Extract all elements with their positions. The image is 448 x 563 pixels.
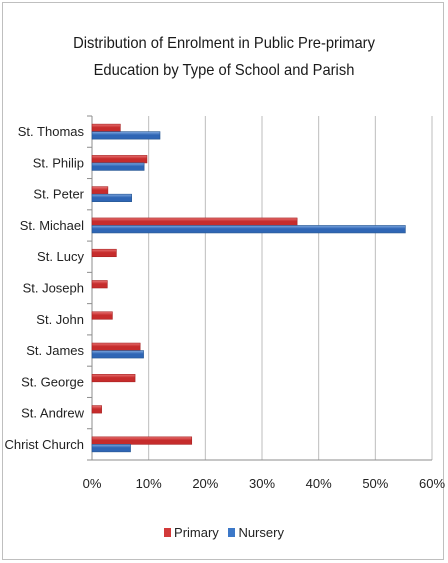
y-category-label: St. Andrew — [21, 406, 84, 421]
bar-nursery — [91, 444, 131, 453]
bar-nursery — [91, 162, 145, 171]
x-tick-label: 30% — [249, 476, 275, 491]
legend-item-primary: Primary — [164, 525, 219, 540]
bar-primary — [91, 280, 108, 289]
bar-nursery — [91, 225, 406, 234]
bar-primary — [91, 155, 148, 164]
y-category-label: St. Thomas — [18, 124, 85, 139]
chart-title: Distribution of Enrolment in Public Pre-… — [18, 30, 430, 84]
bar-nursery — [91, 131, 161, 140]
bar-primary — [91, 374, 136, 383]
legend-label-nursery: Nursery — [238, 525, 284, 540]
legend-label-primary: Primary — [174, 525, 219, 540]
y-category-label: St. Philip — [33, 155, 84, 170]
x-tick-label: 10% — [136, 476, 162, 491]
y-category-label: St. Michael — [20, 218, 84, 233]
bar-primary — [91, 248, 117, 258]
bar-nursery — [91, 193, 132, 202]
y-category-label: St. Lucy — [37, 249, 84, 264]
bar-primary — [91, 436, 193, 445]
legend-swatch-nursery — [228, 528, 236, 537]
chart-title-line-1: Distribution of Enrolment in Public Pre-… — [73, 35, 375, 52]
y-category-label: St. Peter — [33, 187, 84, 202]
chart-frame — [2, 2, 444, 560]
legend: Primary Nursery — [0, 525, 448, 540]
bar-primary — [91, 123, 121, 132]
y-category-label: Christ Church — [5, 437, 84, 452]
chart-title-line-2: Education by Type of School and Parish — [93, 62, 355, 79]
y-category-label: St. George — [21, 374, 84, 389]
y-category-label: St. Joseph — [23, 281, 84, 296]
bar-primary — [91, 186, 109, 195]
legend-swatch-primary — [164, 528, 172, 537]
legend-item-nursery: Nursery — [228, 525, 284, 540]
x-tick-label: 40% — [306, 476, 332, 491]
x-tick-label: 0% — [83, 476, 102, 491]
y-category-label: St. John — [36, 312, 84, 327]
bar-primary — [91, 311, 113, 320]
x-tick-label: 60% — [419, 476, 445, 491]
x-tick-label: 50% — [362, 476, 388, 491]
bar-primary — [91, 342, 141, 351]
x-tick-label: 20% — [192, 476, 218, 491]
bar-nursery — [91, 350, 144, 359]
bar-primary — [91, 217, 298, 226]
bar-primary — [91, 405, 102, 414]
y-category-label: St. James — [26, 343, 84, 358]
